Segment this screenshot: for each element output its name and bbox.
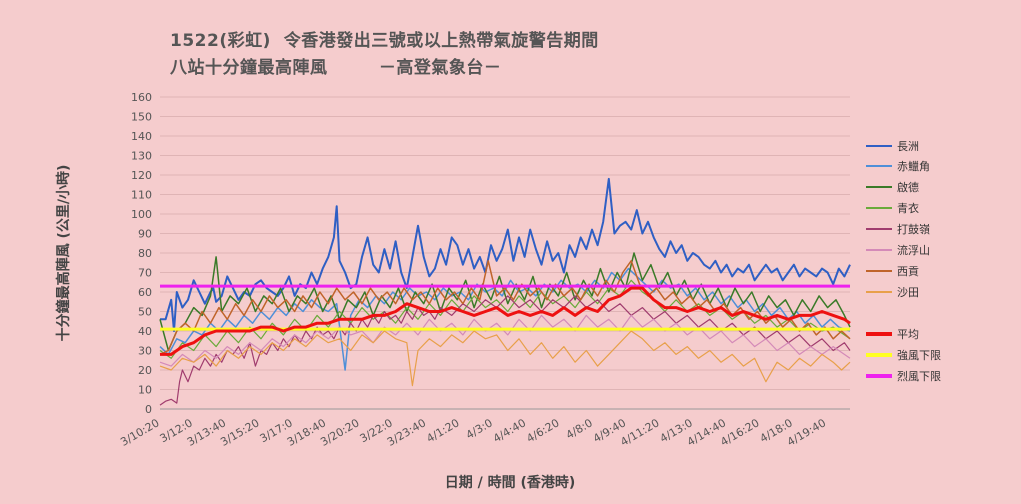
y-tick-label: 130 <box>131 150 152 163</box>
x-tick-label: 3/10:20 <box>118 416 161 448</box>
x-tick-label: 4/8:0 <box>564 416 595 441</box>
y-tick-label: 100 <box>131 208 152 221</box>
legend-label-10: 烈風下限 <box>897 369 941 383</box>
chart-title-line-1: 1522(彩虹) 令香港發出三號或以上熱帶氣旋警告期間 <box>170 31 599 51</box>
x-tick-label: 4/6:20 <box>524 416 561 445</box>
series-line-0 <box>160 177 851 332</box>
y-tick-label: 110 <box>131 189 152 202</box>
y-tick-label: 70 <box>138 267 152 280</box>
series-line-5 <box>159 314 851 367</box>
x-tick-label: 4/1:20 <box>424 416 461 445</box>
y-tick-label: 60 <box>138 286 152 299</box>
series-line-8 <box>160 286 851 356</box>
x-tick-label: 3/20:20 <box>318 416 361 448</box>
chart-title-line-2: 八站十分鐘最高陣風 －高登氣象台－ <box>170 58 502 78</box>
series-line-1 <box>159 267 851 371</box>
y-tick-label: 150 <box>131 111 152 124</box>
series-line-7 <box>159 330 851 387</box>
x-tick-label: 4/19:40 <box>785 416 828 448</box>
legend-label-4: 打鼓嶺 <box>897 222 930 236</box>
y-tick-label: 30 <box>138 345 152 358</box>
x-tick-label: 4/3:0 <box>464 416 495 441</box>
legend-label-9: 強風下限 <box>897 349 941 362</box>
x-axis-title: 日期 / 時間 (香港時) <box>445 474 576 491</box>
x-axis-ticks: 3/10:203/12:03/13:403/15:203/17:03/18:40… <box>118 416 828 448</box>
legend-label-0: 長洲 <box>897 140 919 153</box>
legend-label-3: 青衣 <box>897 201 919 215</box>
legend-label-6: 西貢 <box>897 265 919 278</box>
x-tick-label: 3/23:40 <box>385 416 428 448</box>
x-tick-label: 4/4:40 <box>491 416 528 445</box>
series-line-4 <box>159 295 851 406</box>
grid <box>160 96 850 410</box>
x-tick-label: 4/11:20 <box>618 416 661 448</box>
y-tick-label: 40 <box>138 325 152 338</box>
y-axis-ticks: 0 10 20 30 40 50 60 70 80 90 100 110 120 130 140 150 160 <box>131 91 152 416</box>
y-tick-label: 140 <box>131 130 152 143</box>
y-tick-label: 20 <box>138 364 152 377</box>
legend-label-2: 啟德 <box>897 180 919 194</box>
y-tick-label: 0 <box>145 403 152 416</box>
legend-label-5: 流浮山 <box>897 243 930 257</box>
x-tick-label: 3/15:20 <box>218 416 261 448</box>
y-tick-label: 160 <box>131 91 152 104</box>
legend-label-1: 赤鱲角 <box>897 160 930 173</box>
legend-label-8: 平均 <box>897 328 919 341</box>
x-tick-label: 4/16:20 <box>718 416 761 448</box>
y-tick-label: 80 <box>138 247 152 260</box>
y-tick-label: 50 <box>138 306 152 319</box>
series-lines <box>159 177 851 406</box>
legend-label-7: 沙田 <box>897 286 919 299</box>
y-tick-label: 90 <box>138 228 152 241</box>
y-tick-label: 120 <box>131 169 152 182</box>
y-tick-label: 10 <box>138 384 152 397</box>
series-line-6 <box>159 260 851 356</box>
y-axis-title: 十分鐘最高陣風 (公里/小時) <box>55 165 72 342</box>
